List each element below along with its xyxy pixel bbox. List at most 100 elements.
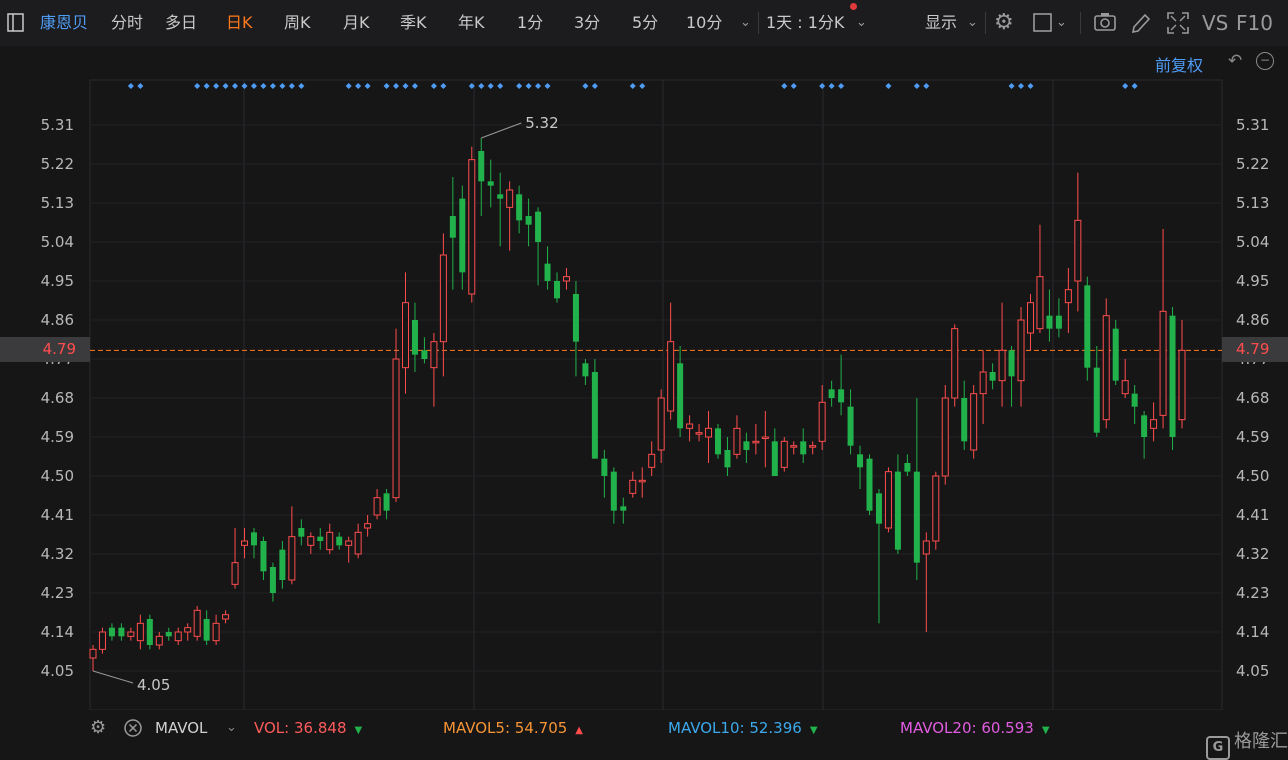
display-menu[interactable]: 显示 (925, 13, 958, 32)
tab-multi-day[interactable]: 多日 (165, 13, 198, 32)
candle-body-down (487, 181, 494, 186)
event-marker-icon (279, 83, 286, 89)
candle-body-down (535, 211, 542, 242)
candle-body-down (1093, 367, 1100, 433)
candle-body-up (657, 397, 665, 451)
candle-body-up (941, 397, 949, 477)
y-tick-label-left: 4.41 (41, 506, 74, 524)
candle-body-up (695, 432, 703, 435)
mavol5-readout: MAVOL5: 54.705 ▲ (443, 710, 583, 749)
tab-10min[interactable]: 10分 (686, 13, 723, 32)
event-marker-icon (582, 83, 589, 89)
candle-body-down (572, 294, 579, 342)
candle-body-up (373, 497, 381, 516)
sidebar-toggle-icon[interactable] (6, 0, 26, 64)
stock-name[interactable]: 康恩贝 (40, 13, 89, 32)
mavol10-readout: MAVOL10: 52.396 ▼ (668, 710, 818, 749)
candle-body-up (922, 540, 930, 555)
event-marker-icon (250, 83, 257, 89)
indicator-close-icon[interactable] (123, 710, 143, 759)
candle-body-down (610, 471, 617, 511)
candle-body-down (838, 389, 845, 403)
event-marker-icon (1018, 83, 1025, 89)
f10-button[interactable]: F10 (1236, 11, 1273, 35)
candle-body-up (629, 479, 637, 494)
price-adjust-button[interactable]: 前复权 (1155, 56, 1204, 75)
event-marker-icon (497, 83, 504, 89)
candle-body-down (250, 532, 257, 546)
period-chevron-down-icon[interactable]: ⌄ (856, 15, 867, 30)
candle-body-down (459, 198, 466, 273)
camera-icon[interactable] (1093, 0, 1117, 64)
tab-3min[interactable]: 3分 (574, 13, 601, 32)
candle-body-up (932, 475, 940, 542)
tab-quarterly-k[interactable]: 季K (400, 13, 427, 32)
period-select[interactable]: 1天 : 1分K (766, 13, 845, 32)
candle-body-down (146, 619, 153, 645)
event-marker-icon (1122, 83, 1129, 89)
more-periods-chevron-icon[interactable]: ⌄ (740, 15, 751, 30)
y-tick-label-right: 5.04 (1236, 233, 1269, 251)
y-tick-label-right: 4.41 (1236, 506, 1269, 524)
tab-5min[interactable]: 5分 (632, 13, 659, 32)
y-tick-label-left: 4.14 (41, 623, 74, 641)
candle-body-up (1036, 276, 1044, 330)
tab-weekly-k[interactable]: 周K (284, 13, 311, 32)
candle-body-up (1121, 380, 1129, 395)
chart-style-chevron-icon[interactable]: ⌄ (1056, 15, 1067, 30)
event-marker-icon (411, 83, 418, 89)
candle-body-up (1074, 219, 1082, 282)
mavol20-down-arrow-icon: ▼ (1041, 725, 1050, 736)
tab-yearly-k[interactable]: 年K (458, 13, 485, 32)
candle-body-down (582, 363, 589, 377)
pencil-icon[interactable] (1129, 0, 1151, 64)
indicator-chevron-down-icon[interactable]: ⌄ (226, 720, 237, 735)
event-marker-icon (355, 83, 362, 89)
tab-monthly-k[interactable]: 月K (343, 13, 370, 32)
mavol5-up-arrow-icon: ▲ (575, 725, 583, 736)
candle-body-down (591, 372, 598, 459)
candle-body-down (677, 363, 684, 429)
candle-body-up (193, 609, 201, 637)
event-marker-icon (241, 83, 248, 89)
mavol20-readout: MAVOL20: 60.593 ▼ (900, 710, 1050, 749)
event-marker-icon (828, 83, 835, 89)
candle-body-up (222, 614, 230, 620)
candle-body-up (790, 445, 798, 448)
tab-intraday[interactable]: 分时 (111, 13, 144, 32)
event-marker-icon (260, 83, 267, 89)
candle-body-up (506, 189, 514, 208)
candle-body-down (847, 406, 854, 446)
event-marker-icon (269, 83, 276, 89)
chart-style-icon[interactable] (1032, 0, 1054, 64)
gear-icon[interactable]: ⚙ (994, 10, 1014, 35)
candle-body-up (288, 536, 296, 581)
candle-body-down (108, 627, 115, 637)
y-tick-label-right: 4.14 (1236, 623, 1269, 641)
vs-compare-button[interactable]: VS (1202, 11, 1229, 35)
y-tick-label-right: 4.05 (1236, 662, 1269, 680)
undo-icon[interactable]: ↶ (1228, 51, 1243, 71)
candle-body-down (743, 441, 750, 450)
event-marker-icon (544, 83, 551, 89)
candle-body-up (241, 540, 249, 546)
indicator-name[interactable]: MAVOL (155, 719, 208, 737)
event-marker-icon (364, 83, 371, 89)
candle-body-down (336, 536, 343, 546)
zoom-out-icon[interactable]: − (1256, 52, 1274, 70)
current-price-tag-right: 4.79 (1222, 337, 1288, 362)
indicator-settings-gear-icon[interactable]: ⚙ (90, 717, 107, 738)
event-marker-icon (1008, 83, 1015, 89)
tab-1min[interactable]: 1分 (517, 13, 544, 32)
vol-label: VOL: (254, 719, 290, 737)
event-marker-icon (194, 83, 201, 89)
candle-body-up (562, 276, 570, 282)
fullscreen-icon[interactable] (1166, 0, 1190, 64)
y-tick-label-right: 4.32 (1236, 545, 1269, 563)
tab-daily-k[interactable]: 日K (226, 13, 253, 32)
candlestick-chart[interactable]: 5.31 5.31 5.22 5.22 5.13 5.13 5.04 5.04 4.95 4.95… (0, 70, 1288, 710)
current-price-value-left: 4.79 (42, 340, 76, 358)
display-chevron-down-icon[interactable]: ⌄ (967, 15, 978, 30)
current-price-tag-left: 4.79 (0, 337, 90, 362)
candle-body-up (979, 371, 987, 395)
